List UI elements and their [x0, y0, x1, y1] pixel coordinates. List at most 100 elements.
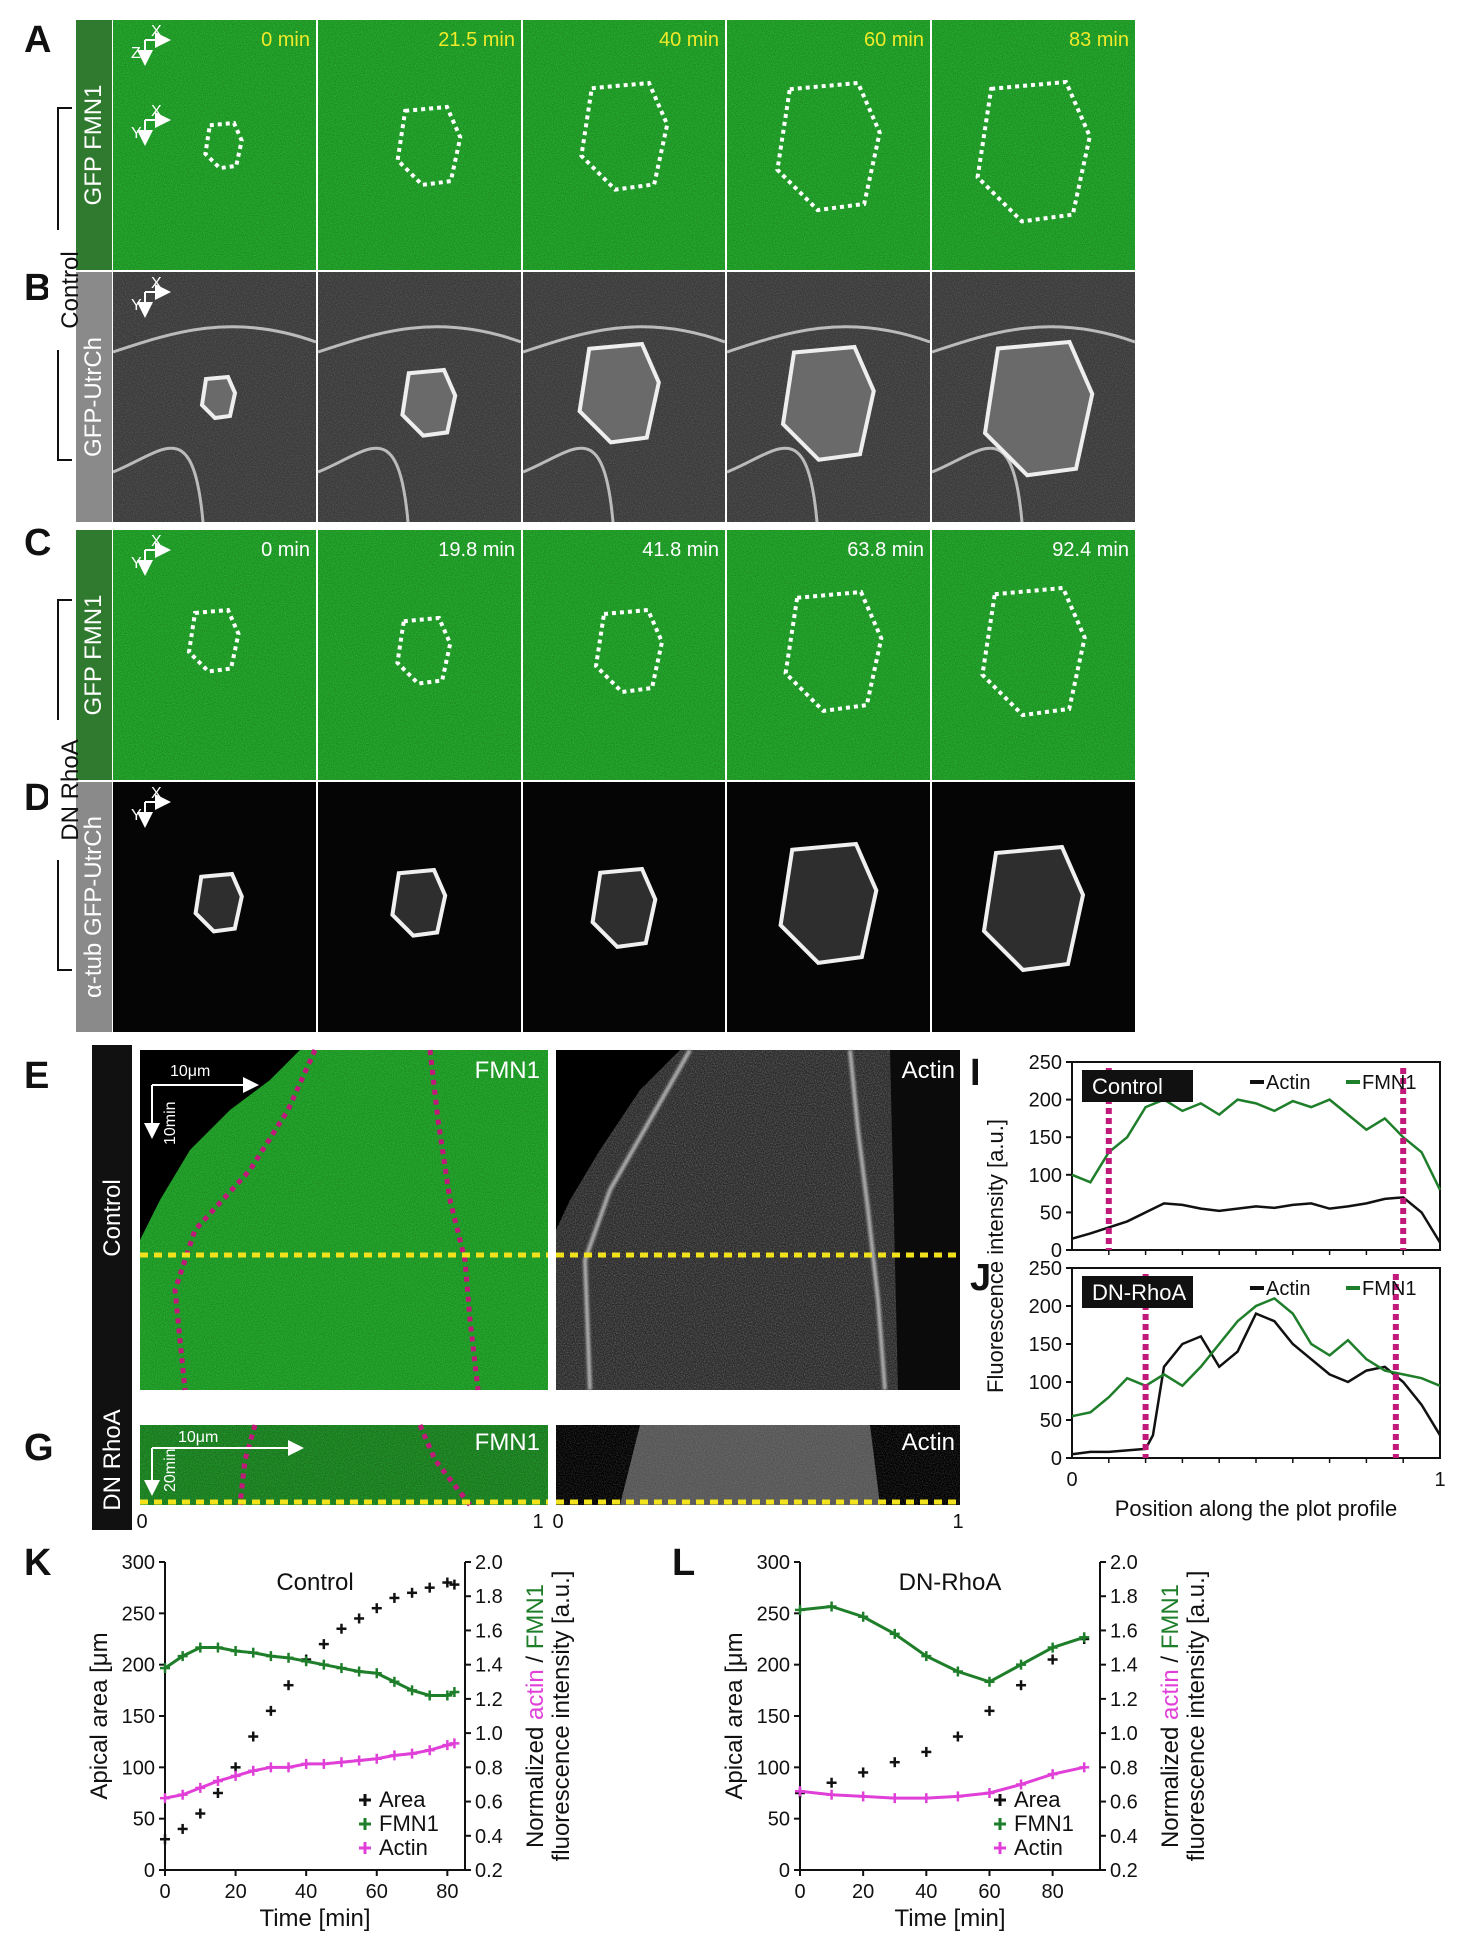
chart-L-ytick-label-5: 250 [757, 1603, 790, 1625]
rowC-time-2: 41.8 min [642, 539, 719, 561]
chart-K-point-area-0 [160, 1834, 170, 1845]
chart-L-ylabel: Apical area [μm [721, 1632, 748, 1799]
group-bracket-control-top: Control [48, 107, 84, 461]
chart-K-ylabel-right: Normalized actin / FMN1 [522, 1584, 549, 1848]
rowB-cell-4 [982, 339, 1095, 478]
chart-K-ylabel-right-line2: fluorescence intensity [a.u.] [548, 1571, 575, 1862]
rowA-axis1-y: Z [131, 45, 141, 62]
rowA-noise-4 [932, 20, 1135, 270]
rowA-outline-0 [203, 120, 244, 171]
rowA-axis1-x: X [151, 23, 162, 40]
chart-L-ytick-right-label-3: 0.8 [1110, 1757, 1138, 1779]
chart-I-title: Control [1092, 1074, 1163, 1099]
chart-J-ytick-label-1: 50 [1040, 1410, 1062, 1432]
chart-j: 0 50 100 150 200 250 DN-RhoA Actin FMN1 0 1 Positio… [1029, 1258, 1446, 1521]
rowB-membrane-a-2 [522, 325, 726, 354]
kymo-g-scale-x: 10μm [178, 1429, 218, 1446]
chart-K-ylabel-right-part-2: / [522, 1649, 549, 1669]
chart-L-point-area-3 [889, 1757, 900, 1768]
chart-L-point-area-7 [1016, 1680, 1027, 1691]
chart-K-point-area-7 [283, 1680, 294, 1691]
panel-letter-i: I [970, 1052, 981, 1094]
chart-L-ytick-label-3: 150 [757, 1706, 790, 1728]
rowA-noise-0 [113, 20, 316, 270]
rowD-cell-2 [590, 866, 658, 950]
chart-K-point-area-12 [371, 1603, 382, 1614]
chart-K-trend-fmn1 [164, 1646, 456, 1697]
rowB-membrane-b-3 [726, 446, 819, 523]
rowB-membrane-b-1 [317, 446, 410, 523]
rowB-membrane-a-3 [726, 325, 931, 354]
chart-K-title: Control [276, 1569, 353, 1596]
chart-K-legend-marker-2 [359, 1842, 371, 1854]
kymo-g-label: FMN1 [475, 1429, 540, 1456]
panel-a: GFP FMN1 0 min 21.5 min 40 min 60 min 83 min… [76, 20, 1135, 270]
chart-L-ytick-right-label-6: 1.4 [1110, 1655, 1138, 1677]
chart-I-title-box [1082, 1070, 1193, 1102]
rowC-noise-3 [727, 530, 930, 780]
rowA-noise-2 [523, 20, 725, 270]
channel-label-a: GFP FMN1 [80, 85, 107, 206]
chart-L-xtick-label-0: 0 [794, 1881, 805, 1903]
chart-L-legend-label-2: Actin [1014, 1835, 1063, 1860]
rowD-cell-1 [390, 867, 448, 938]
panel-letter-d: D [24, 777, 51, 819]
chart-K-ytick-right-label-7: 1.6 [475, 1620, 503, 1642]
rowD-cell-3 [778, 841, 879, 966]
rowB-cell-3 [780, 344, 876, 462]
chart-K-point-area-14 [407, 1587, 418, 1598]
rowD-axis1-x: X [151, 785, 162, 802]
chart-l: 0501001502002503000.20.40.60.81.01.21.41… [721, 1552, 1210, 1932]
chart-J-title-box [1082, 1276, 1193, 1308]
kymo-e: FMN1 10μm 10min [140, 1048, 548, 1391]
chart-L-legend-marker-2 [994, 1842, 1006, 1854]
channel-strip-d [76, 782, 112, 1032]
chart-K-point-area-13 [389, 1592, 400, 1603]
chart-I-series-actin [1071, 1196, 1442, 1244]
rowA-outline-1 [395, 104, 463, 188]
chart-K-point-area-16 [442, 1577, 453, 1588]
kymo-g: FMN1 10μm 20min [140, 1424, 548, 1507]
rowC-time-3: 63.8 min [847, 539, 924, 561]
kymo-group-control-label: Control [99, 1179, 126, 1256]
chart-J-legend-label-1: FMN1 [1362, 1278, 1416, 1300]
rowB-cell-1 [400, 367, 458, 438]
chart-L-ytick-label-6: 300 [757, 1552, 790, 1574]
chart-I-ytick-label-5: 250 [1029, 1052, 1062, 1074]
rowB-axis1-x: X [151, 275, 162, 292]
chart-L-xtick-label-2: 40 [915, 1881, 937, 1903]
rowA-time-1: 21.5 min [438, 29, 515, 51]
channel-label-c: GFP FMN1 [80, 595, 107, 716]
rowC-time-4: 92.4 min [1052, 539, 1129, 561]
chart-L-ylabel-right-part-0: Normalized [1157, 1720, 1184, 1848]
chart-J-legend-label-0: Actin [1266, 1278, 1310, 1300]
scale-bar-d [1305, 1012, 1385, 1018]
rowB-membrane-a-0 [112, 325, 317, 354]
kymo-f: Actin [556, 1049, 960, 1391]
chart-K-ytick-right-label-2: 0.6 [475, 1792, 503, 1814]
chart-K-ytick-label-6: 300 [122, 1552, 155, 1574]
chart-K-point-area-15 [424, 1582, 435, 1593]
chart-L-ylabel-right-part-3: FMN1 [1157, 1584, 1184, 1649]
kymo-h: Actin [556, 1425, 960, 1505]
chart-K-point-area-6 [265, 1705, 276, 1716]
chart-L-point-area-2 [858, 1767, 869, 1778]
rowD-cell-4 [981, 844, 1086, 973]
chart-J-ytick-label-4: 200 [1029, 1296, 1062, 1318]
kymo-g-x1: 1 [532, 1511, 543, 1533]
kymo-group-control-bar [92, 1045, 132, 1390]
panel-letter-l: L [672, 1542, 695, 1584]
chart-L-ytick-right-label-0: 0.2 [1110, 1860, 1138, 1882]
kymo-e-scale-x: 10μm [170, 1063, 210, 1080]
rowC-outline-3 [783, 589, 884, 714]
channel-strip-c [76, 530, 112, 780]
kymo-e-scale-y: 10min [162, 1101, 179, 1145]
chart-L-ytick-label-1: 50 [768, 1809, 790, 1831]
chart-K-point-area-1 [177, 1823, 188, 1834]
chart-L-xtick-label-4: 80 [1042, 1881, 1064, 1903]
rowC-outline-1 [395, 615, 453, 686]
channel-label-b: GFP-UtrCh [80, 337, 107, 457]
kymo-g-scale-y: 20min [162, 1448, 179, 1492]
kymo-group-dnrhoa-bar [92, 1390, 132, 1530]
